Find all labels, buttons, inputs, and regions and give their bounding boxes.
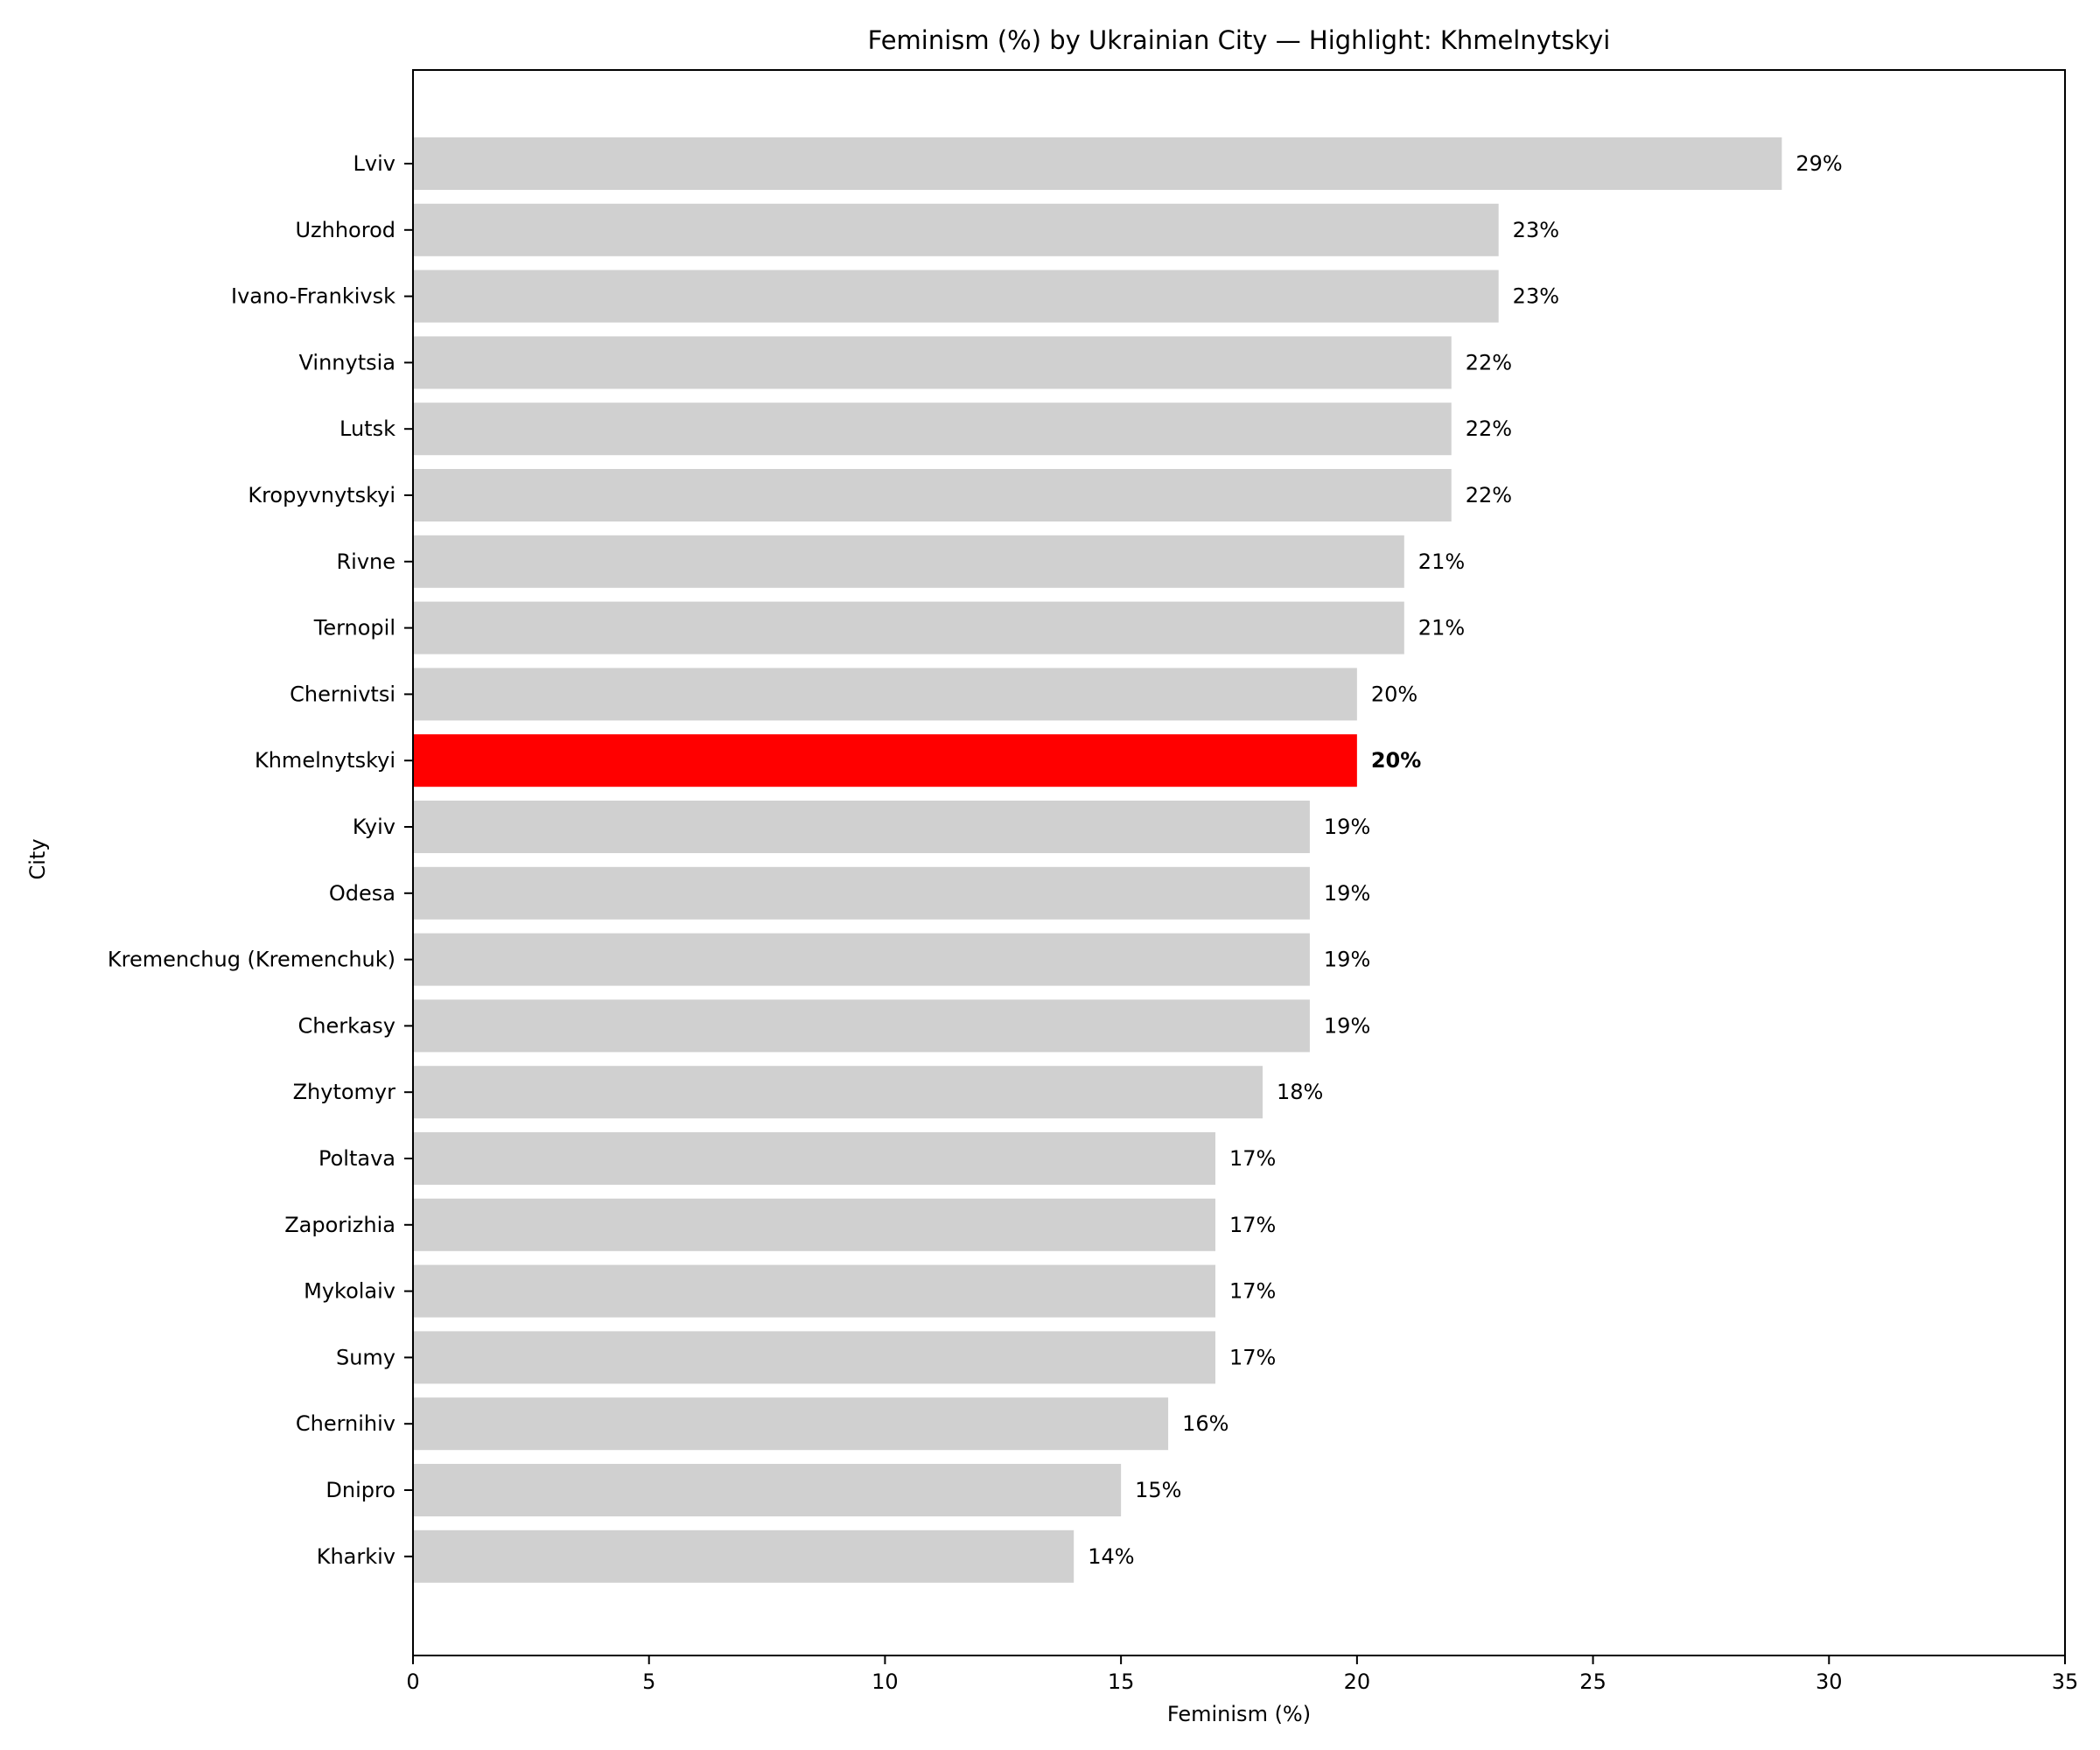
- y-axis-ticks: Lviv Uzhhorod Ivano-Frankivsk Vinnytsia Luts…: [108, 151, 413, 1569]
- x-tick-label: 5: [642, 1670, 655, 1694]
- bar-dnipro: [413, 1464, 1122, 1516]
- y-tick-label-rivne: Rivne: [336, 550, 396, 574]
- chart-title: Feminism (%) by Ukrainian City — Highlig…: [868, 25, 1611, 55]
- bar-value-label-lviv: 29%: [1796, 151, 1842, 176]
- bar-value-label-poltava: 17%: [1229, 1146, 1276, 1171]
- bar-value-labels: 29% 23% 23% 22% 22% 22% 21% 21% 20% 20% 19% 19% 19% 1…: [1088, 151, 1842, 1569]
- bar-value-label-vinnytsia: 22%: [1466, 350, 1512, 374]
- bar-value-label-ivano-frankivsk: 23%: [1513, 284, 1559, 309]
- x-tick-label: 35: [2052, 1670, 2079, 1694]
- y-tick-label-chernivtsi: Chernivtsi: [290, 682, 396, 706]
- y-tick-label-uzhhorod: Uzhhorod: [295, 218, 396, 242]
- y-tick-label-ternopil: Ternopil: [313, 616, 396, 640]
- bar-chernivtsi: [413, 668, 1357, 721]
- x-axis-label: Feminism (%): [1167, 1702, 1311, 1726]
- bar-value-label-kyiv: 19%: [1324, 815, 1370, 839]
- y-tick-label-dnipro: Dnipro: [326, 1478, 396, 1502]
- bar-zaporizhia: [413, 1198, 1216, 1251]
- bar-value-label-kropyvnytskyi: 22%: [1466, 483, 1512, 508]
- bar-kharkiv: [413, 1530, 1074, 1583]
- y-tick-label-kremenchug-kremenchuk: Kremenchug (Kremenchuk): [108, 948, 396, 972]
- y-tick-label-lviv: Lviv: [354, 151, 396, 176]
- bar-value-label-dnipro: 15%: [1135, 1478, 1181, 1502]
- bar-value-label-odesa: 19%: [1324, 881, 1370, 906]
- bar-ternopil: [413, 601, 1404, 654]
- x-tick-label: 0: [406, 1670, 419, 1694]
- bar-value-label-ternopil: 21%: [1418, 616, 1465, 640]
- y-tick-label-poltava: Poltava: [318, 1146, 396, 1171]
- y-tick-label-ivano-frankivsk: Ivano-Frankivsk: [231, 284, 396, 309]
- bar-value-label-cherkasy: 19%: [1324, 1013, 1370, 1038]
- bar-kropyvnytskyi: [413, 469, 1452, 522]
- y-tick-label-kharkiv: Kharkiv: [317, 1544, 396, 1569]
- bar-vinnytsia: [413, 336, 1452, 389]
- bars-group: [413, 137, 1782, 1583]
- y-tick-label-sumy: Sumy: [336, 1345, 396, 1369]
- bar-lviv: [413, 137, 1782, 190]
- bar-value-label-mykolaiv: 17%: [1229, 1279, 1276, 1304]
- bar-value-label-khmelnytskyi: 20%: [1371, 748, 1421, 773]
- y-axis-label: City: [25, 838, 50, 879]
- y-tick-label-zaporizhia: Zaporizhia: [284, 1213, 396, 1237]
- bar-value-label-uzhhorod: 23%: [1513, 218, 1559, 242]
- y-tick-label-kyiv: Kyiv: [353, 815, 396, 839]
- bar-lutsk: [413, 402, 1452, 456]
- bar-uzhhorod: [413, 203, 1499, 256]
- x-tick-label: 15: [1108, 1670, 1135, 1694]
- x-tick-label: 10: [872, 1670, 899, 1694]
- bar-value-label-kharkiv: 14%: [1088, 1544, 1134, 1569]
- y-tick-label-khmelnytskyi: Khmelnytskyi: [255, 748, 396, 773]
- x-tick-label: 25: [1579, 1670, 1606, 1694]
- bar-value-label-sumy: 17%: [1229, 1345, 1276, 1369]
- bar-value-label-zhytomyr: 18%: [1277, 1080, 1323, 1104]
- x-tick-label: 30: [1816, 1670, 1843, 1694]
- y-tick-label-mykolaiv: Mykolaiv: [304, 1279, 396, 1304]
- y-tick-label-vinnytsia: Vinnytsia: [299, 350, 396, 374]
- bar-kremenchug-kremenchuk: [413, 933, 1310, 986]
- bar-value-label-chernivtsi: 20%: [1371, 682, 1418, 706]
- bar-odesa: [413, 866, 1310, 920]
- bar-value-label-rivne: 21%: [1418, 550, 1465, 574]
- bar-khmelnytskyi: [413, 734, 1357, 788]
- bar-ivano-frankivsk: [413, 270, 1499, 323]
- plot-frame: [412, 69, 2066, 1656]
- bar-value-label-zaporizhia: 17%: [1229, 1213, 1276, 1237]
- bar-cherkasy: [413, 999, 1310, 1053]
- bar-rivne: [413, 535, 1404, 588]
- bar-kyiv: [413, 801, 1310, 853]
- bar-chernihiv: [413, 1397, 1169, 1451]
- bar-mykolaiv: [413, 1264, 1216, 1318]
- y-tick-label-zhytomyr: Zhytomyr: [293, 1080, 396, 1104]
- y-tick-label-lutsk: Lutsk: [340, 416, 396, 441]
- y-tick-label-cherkasy: Cherkasy: [298, 1013, 396, 1038]
- bar-zhytomyr: [413, 1066, 1263, 1119]
- y-tick-label-chernihiv: Chernihiv: [296, 1411, 396, 1436]
- bar-poltava: [413, 1132, 1216, 1185]
- x-axis-ticks: 0 5 10 15 20 25 30 35: [406, 1656, 2078, 1694]
- y-tick-label-kropyvnytskyi: Kropyvnytskyi: [248, 483, 396, 508]
- bar-value-label-lutsk: 22%: [1466, 416, 1512, 441]
- x-tick-label: 20: [1344, 1670, 1371, 1694]
- bar-value-label-chernihiv: 16%: [1182, 1411, 1228, 1436]
- bar-sumy: [413, 1331, 1216, 1384]
- bar-value-label-kremenchug-kremenchuk: 19%: [1324, 948, 1370, 972]
- y-tick-label-odesa: Odesa: [329, 881, 396, 906]
